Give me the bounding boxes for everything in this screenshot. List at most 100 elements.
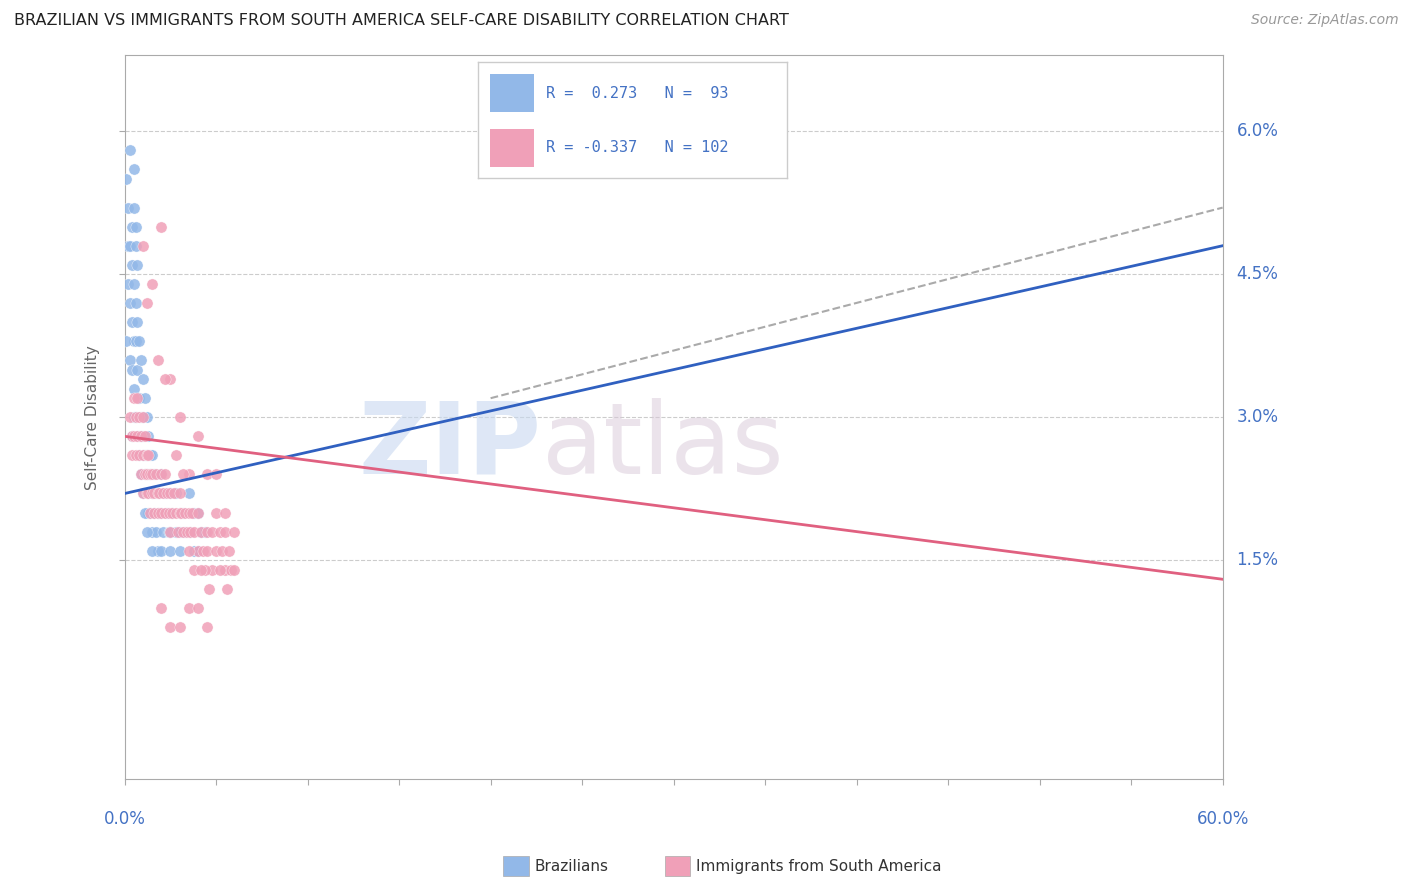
Point [150, 543, 173, 558]
Point [179, 524, 201, 539]
Text: 6.0%: 6.0% [1236, 122, 1278, 140]
Point [139, 449, 162, 463]
Point [177, 467, 200, 482]
Point [169, 543, 191, 558]
Point [187, 543, 209, 558]
Point [117, 201, 139, 215]
Text: 0.0%: 0.0% [104, 810, 146, 828]
Point [150, 467, 173, 482]
Point [205, 467, 228, 482]
Point [124, 449, 146, 463]
Text: 1.5%: 1.5% [1236, 551, 1278, 569]
Point [141, 543, 163, 558]
Point [152, 486, 174, 500]
Point [128, 449, 150, 463]
Point [187, 600, 209, 615]
Point [201, 563, 224, 577]
Point [172, 467, 194, 482]
Point [159, 620, 181, 634]
Point [146, 543, 169, 558]
Point [205, 543, 228, 558]
Point [134, 467, 156, 482]
Point [132, 238, 155, 252]
Point [122, 162, 145, 177]
Point [135, 410, 157, 425]
Point [150, 506, 173, 520]
Point [169, 620, 191, 634]
Point [122, 382, 145, 396]
Point [195, 543, 218, 558]
Point [138, 486, 160, 500]
Point [190, 563, 212, 577]
Point [150, 467, 173, 482]
Point [121, 449, 143, 463]
Point [127, 362, 149, 376]
Point [205, 506, 228, 520]
Point [127, 391, 149, 405]
Text: R =  0.273   N =  93: R = 0.273 N = 93 [546, 86, 728, 101]
Point [135, 467, 157, 482]
Point [129, 410, 152, 425]
Point [195, 620, 218, 634]
Point [201, 524, 224, 539]
Point [148, 486, 170, 500]
Bar [491, 74, 534, 112]
Point [132, 449, 155, 463]
Point [183, 506, 205, 520]
Point [187, 506, 209, 520]
Point [124, 334, 146, 348]
Point [135, 524, 157, 539]
Point [129, 429, 152, 443]
Point [169, 486, 191, 500]
Point [219, 563, 242, 577]
Point [224, 563, 246, 577]
Point [218, 543, 240, 558]
Point [146, 506, 169, 520]
Point [148, 486, 170, 500]
Point [146, 486, 169, 500]
Point [179, 524, 201, 539]
Point [150, 219, 173, 234]
Point [194, 563, 217, 577]
Point [132, 486, 155, 500]
Point [174, 506, 197, 520]
Point [170, 506, 193, 520]
Point [120, 410, 142, 425]
Point [141, 486, 163, 500]
Point [115, 172, 138, 186]
Point [177, 506, 200, 520]
Point [146, 506, 169, 520]
Point [120, 238, 142, 252]
Text: Brazilians: Brazilians [534, 859, 609, 873]
Point [156, 486, 179, 500]
Point [146, 353, 169, 368]
Point [132, 449, 155, 463]
Point [157, 506, 180, 520]
Text: atlas: atlas [541, 398, 783, 495]
Text: R = -0.337   N = 102: R = -0.337 N = 102 [546, 140, 728, 155]
Text: Source: ZipAtlas.com: Source: ZipAtlas.com [1251, 13, 1399, 28]
Point [169, 506, 191, 520]
Point [165, 486, 187, 500]
Point [121, 362, 143, 376]
Point [128, 334, 150, 348]
Point [115, 334, 138, 348]
Point [135, 467, 157, 482]
Point [134, 506, 156, 520]
Point [117, 277, 139, 291]
Text: 4.5%: 4.5% [1236, 265, 1278, 284]
Point [120, 144, 142, 158]
Text: Immigrants from South America: Immigrants from South America [696, 859, 942, 873]
Point [142, 506, 165, 520]
Point [134, 391, 156, 405]
Point [153, 506, 176, 520]
Point [169, 524, 191, 539]
Point [145, 524, 167, 539]
Point [156, 506, 179, 520]
Point [177, 543, 200, 558]
Point [139, 467, 162, 482]
Point [183, 524, 205, 539]
Point [224, 524, 246, 539]
Point [142, 486, 165, 500]
Point [195, 524, 218, 539]
